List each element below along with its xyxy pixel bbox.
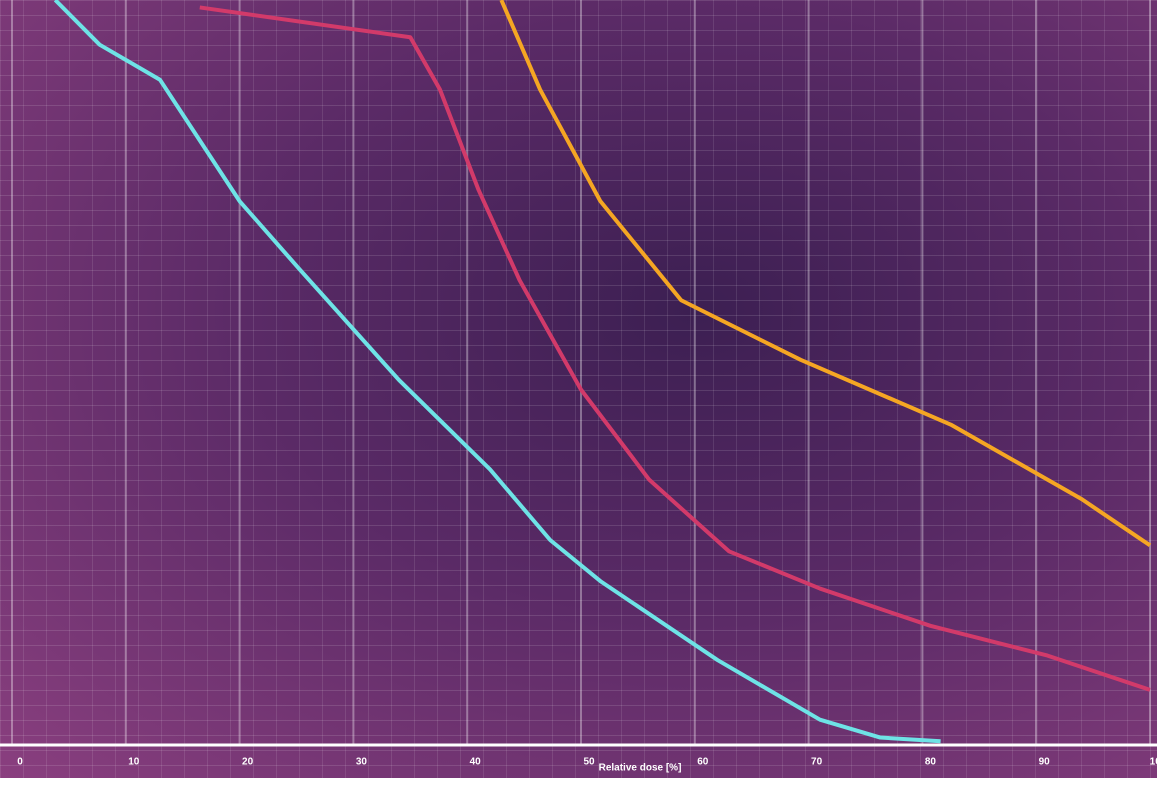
- x-tick-label: 30: [356, 757, 368, 768]
- x-tick-label: 90: [1039, 757, 1051, 768]
- x-tick-label: 60: [697, 757, 709, 768]
- x-tick-label: 0: [17, 757, 23, 768]
- page: Relative dose [%] 0 10 20 30 40 50 60 70 80 90 100…: [0, 0, 1157, 789]
- x-tick-label: 70: [811, 757, 823, 768]
- series-line: [200, 7, 1150, 689]
- x-tick-label: 10: [128, 757, 140, 768]
- x-axis-label: Relative dose [%]: [599, 763, 682, 774]
- x-tick-label: 40: [470, 757, 482, 768]
- series-line: [501, 0, 1150, 545]
- x-tick-label: 50: [583, 757, 595, 768]
- x-tick-label: 100: [1150, 757, 1157, 768]
- x-tick-label: 80: [925, 757, 937, 768]
- chart: Relative dose [%] 0 10 20 30 40 50 60 70 80 90 100: [0, 0, 1157, 789]
- x-tick-label: 20: [242, 757, 254, 768]
